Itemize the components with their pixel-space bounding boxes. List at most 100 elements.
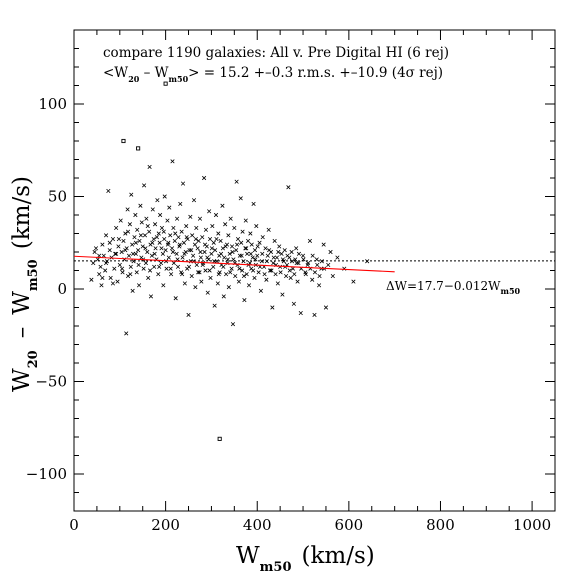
data-point — [145, 224, 150, 229]
data-point — [184, 235, 189, 240]
data-point — [158, 261, 164, 266]
data-point — [200, 235, 205, 240]
data-point — [243, 246, 248, 251]
fit-equation-label: ΔW=17.7−0.012Wm50 — [386, 279, 521, 296]
data-point — [129, 192, 134, 197]
data-point — [236, 279, 241, 284]
data-point — [239, 240, 244, 245]
data-point — [284, 273, 289, 279]
data-point — [110, 281, 116, 286]
data-point — [152, 264, 157, 269]
data-point — [221, 264, 226, 269]
data-point — [178, 201, 183, 206]
data-point — [312, 312, 317, 317]
data-point — [271, 261, 276, 266]
data-point — [228, 216, 233, 221]
data-point — [233, 273, 238, 279]
data-point — [131, 251, 136, 256]
data-point — [157, 240, 162, 245]
data-point — [319, 259, 324, 264]
data-point — [196, 238, 201, 243]
y-tick-label: 100 — [38, 95, 67, 113]
data-point — [184, 224, 189, 229]
data-point — [245, 251, 250, 256]
data-point — [211, 240, 216, 245]
data-point — [240, 229, 245, 234]
data-point — [252, 248, 258, 253]
data-point — [314, 257, 319, 262]
data-point — [213, 212, 219, 218]
data-point — [263, 246, 268, 251]
data-point — [280, 257, 285, 262]
data-point — [291, 301, 296, 306]
data-point — [138, 233, 143, 238]
data-point — [365, 259, 370, 264]
data-point — [316, 283, 322, 288]
data-point — [93, 246, 99, 251]
data-point — [156, 231, 161, 236]
data-point — [173, 231, 178, 236]
data-point — [269, 268, 274, 273]
data-point — [187, 248, 192, 253]
data-point — [91, 261, 96, 266]
data-point — [243, 218, 248, 223]
data-point — [260, 235, 265, 240]
data-point — [296, 251, 302, 256]
data-point — [270, 305, 275, 310]
data-point — [106, 188, 111, 194]
data-point — [255, 244, 260, 249]
data-point — [101, 253, 106, 258]
data-point — [200, 262, 205, 268]
data-point — [250, 255, 255, 260]
data-point — [161, 229, 166, 234]
data-point — [168, 233, 173, 238]
data-point — [110, 236, 116, 242]
data-point — [312, 270, 318, 275]
data-point — [205, 290, 210, 295]
data-point — [198, 249, 203, 255]
data-point — [126, 253, 132, 258]
data-point — [162, 236, 167, 242]
data-point — [202, 175, 207, 181]
data-point — [170, 249, 176, 255]
y-axis-title: W20–Wm50(km/s) — [9, 176, 41, 392]
data-point — [229, 266, 234, 271]
data-point — [244, 272, 249, 277]
data-point — [140, 244, 145, 249]
data-point — [248, 231, 253, 236]
data-point — [147, 164, 152, 169]
data-point — [130, 242, 135, 247]
data-point — [128, 272, 133, 277]
data-point — [199, 279, 204, 284]
data-point — [203, 268, 208, 273]
data-point — [143, 261, 149, 266]
data-point — [181, 240, 187, 245]
data-point — [323, 305, 329, 310]
data-point — [159, 225, 165, 231]
data-point — [190, 233, 195, 238]
data-points — [89, 159, 370, 336]
data-point — [241, 259, 246, 264]
data-point — [98, 264, 103, 269]
data-point — [171, 225, 176, 231]
data-point — [254, 224, 259, 229]
data-point — [175, 257, 180, 262]
data-point — [267, 248, 272, 253]
data-point — [180, 181, 186, 186]
data-point — [162, 194, 167, 199]
data-point — [222, 255, 227, 260]
data-point — [167, 205, 172, 210]
data-point — [296, 261, 301, 266]
data-point — [228, 270, 233, 275]
data-point — [303, 272, 308, 277]
data-point — [266, 227, 271, 232]
data-point — [147, 268, 153, 273]
data-point — [182, 281, 187, 286]
data-point — [180, 255, 185, 260]
data-point — [209, 251, 214, 256]
data-point — [164, 266, 169, 271]
data-point — [176, 235, 181, 240]
data-point — [180, 272, 185, 277]
data-point — [237, 253, 242, 258]
data-point — [177, 242, 182, 247]
